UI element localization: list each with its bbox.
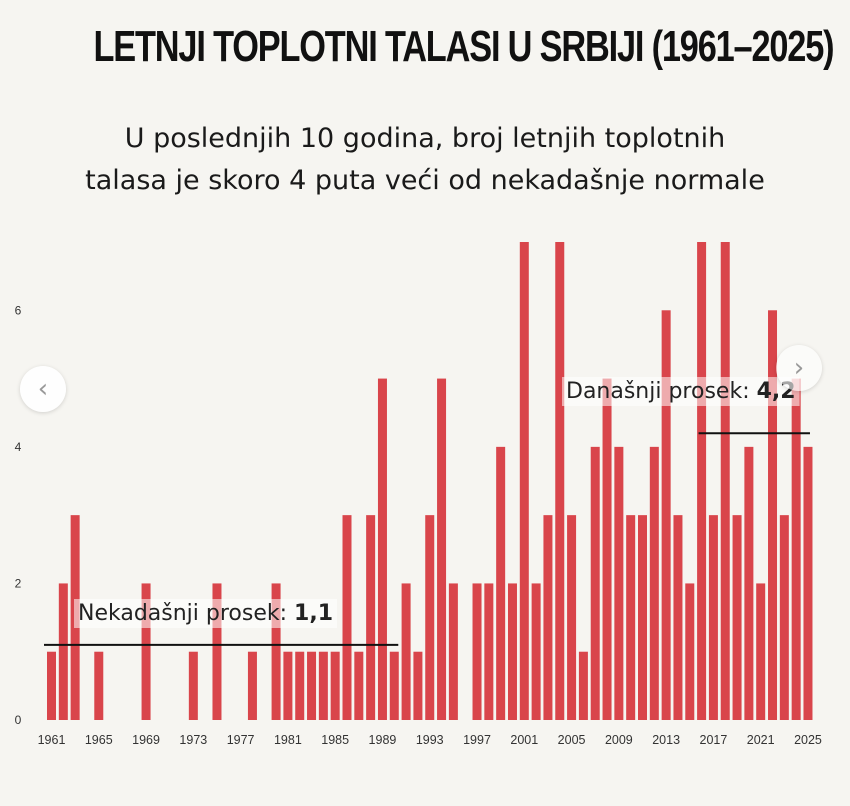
x-tick-label: 2009 — [605, 733, 633, 747]
next-slide-button[interactable]: › — [776, 345, 822, 391]
bar: 2020: 4 — [744, 446, 754, 720]
x-tick-label: 1985 — [321, 733, 349, 747]
bar: 2022: 6 — [768, 310, 778, 720]
bar: 1997: 2 — [472, 583, 482, 720]
old-average-annotation-text: Nekadašnji prosek: 1,1 — [78, 601, 333, 626]
x-tick-label: 2013 — [652, 733, 680, 747]
bar: 1962: 2 — [58, 583, 68, 720]
bar: 1981: 1 — [283, 651, 293, 720]
bar: 1973: 1 — [188, 651, 198, 720]
new-average-annotation-bg — [562, 377, 800, 406]
bar: 2014: 3 — [673, 515, 683, 720]
bar: 1983: 1 — [307, 651, 317, 720]
new-average-annotation-text: Današnji prosek: 4,2 — [566, 379, 796, 404]
chart-title: LETNJI TOPLOTNI TALASI U SRBIJI (1961–20… — [93, 22, 835, 71]
bar: 1993: 3 — [425, 515, 435, 720]
bar: 2009: 4 — [614, 446, 624, 720]
bar: 2003: 3 — [543, 515, 553, 720]
bar: 1995: 2 — [448, 583, 458, 720]
bar: 2018: 7 — [720, 242, 730, 720]
bar: 2011: 3 — [638, 515, 647, 720]
bar: 2001: 7 — [519, 242, 529, 720]
old-average-annotation: Nekadašnji prosek: 1,1 — [74, 599, 338, 628]
bar: 2019: 3 — [732, 515, 742, 720]
bar: 2000: 2 — [507, 583, 517, 720]
bar: 1990: 1 — [389, 651, 399, 720]
bar: 2010: 3 — [626, 515, 636, 720]
bar: 1985: 1 — [330, 651, 340, 720]
bar: 2017: 3 — [708, 515, 718, 720]
chevron-right-icon: › — [793, 353, 805, 383]
bar: 2013: 6 — [661, 310, 671, 720]
y-tick-label: 2 — [15, 576, 22, 590]
bar: 1978: 1 — [247, 651, 257, 720]
x-tick-label: 1981 — [274, 733, 302, 747]
x-tick-label: 2025 — [794, 733, 822, 747]
x-tick-label: 1961 — [38, 733, 66, 747]
bar: 1965: 1 — [94, 651, 104, 720]
bar: 1989: 5 — [377, 378, 387, 720]
bar: 2006: 1 — [578, 651, 588, 720]
old-average-annotation-label: Nekadašnji prosek: — [78, 601, 294, 626]
x-tick-label: 2001 — [510, 733, 538, 747]
bar: 1984: 1 — [318, 651, 328, 720]
chevron-left-icon: ‹ — [37, 374, 49, 404]
x-tick-label: 1973 — [179, 733, 207, 747]
bar: 2024: 5 — [791, 378, 801, 720]
bar: 1988: 3 — [366, 515, 376, 720]
old-average-annotation-bg — [74, 599, 338, 628]
chart-subtitle: U poslednjih 10 godina, broj letnjih top… — [0, 118, 850, 202]
bar: 2021: 2 — [756, 583, 766, 720]
subtitle-line-1: U poslednjih 10 godina, broj letnjih top… — [124, 123, 726, 154]
bar: 2005: 3 — [567, 515, 577, 720]
x-tick-label: 2021 — [747, 733, 775, 747]
new-average-annotation: Današnji prosek: 4,2 — [562, 377, 800, 406]
old-average-annotation-value: 1,1 — [294, 601, 333, 626]
bar: 1991: 2 — [401, 583, 411, 720]
bar: 1998: 2 — [484, 583, 494, 720]
x-tick-label: 1993 — [416, 733, 444, 747]
y-tick-label: 4 — [15, 440, 22, 454]
bar: 2002: 2 — [531, 583, 541, 720]
x-tick-label: 1965 — [85, 733, 113, 747]
bar: 1975: 2 — [212, 583, 222, 720]
bar: 1986: 3 — [342, 515, 352, 720]
x-tick-label: 1969 — [132, 733, 160, 747]
bar: 2004: 7 — [555, 242, 565, 720]
x-tick-label: 2005 — [558, 733, 586, 747]
new-average-annotation-label: Današnji prosek: — [566, 379, 757, 404]
prev-slide-button[interactable]: ‹ — [20, 366, 66, 412]
bar: 2015: 2 — [685, 583, 695, 720]
bar: 1982: 1 — [295, 651, 305, 720]
bar: 2007: 4 — [590, 446, 600, 720]
subtitle-line-2: talasa je skoro 4 puta veći od nekadašnj… — [85, 165, 765, 196]
bar: 2025: 4 — [803, 446, 813, 720]
y-tick-label: 0 — [15, 713, 22, 727]
bar: 1994: 5 — [437, 378, 447, 720]
bar: 1961: 1 — [47, 651, 56, 720]
x-tick-label: 2017 — [700, 733, 728, 747]
bar: 1987: 1 — [354, 651, 364, 720]
x-tick-label: 1977 — [227, 733, 255, 747]
bar: 2016: 7 — [697, 242, 707, 720]
y-tick-label: 6 — [15, 303, 22, 317]
x-tick-label: 1997 — [463, 733, 491, 747]
bar: 1992: 1 — [413, 651, 423, 720]
x-tick-label: 1989 — [369, 733, 397, 747]
bar: 2023: 3 — [779, 515, 789, 720]
bar: 2012: 4 — [649, 446, 659, 720]
bar: 1999: 4 — [496, 446, 506, 720]
bar: 2008: 5 — [602, 378, 612, 720]
bar: 1980: 2 — [271, 583, 281, 720]
bar: 1969: 2 — [141, 583, 151, 720]
